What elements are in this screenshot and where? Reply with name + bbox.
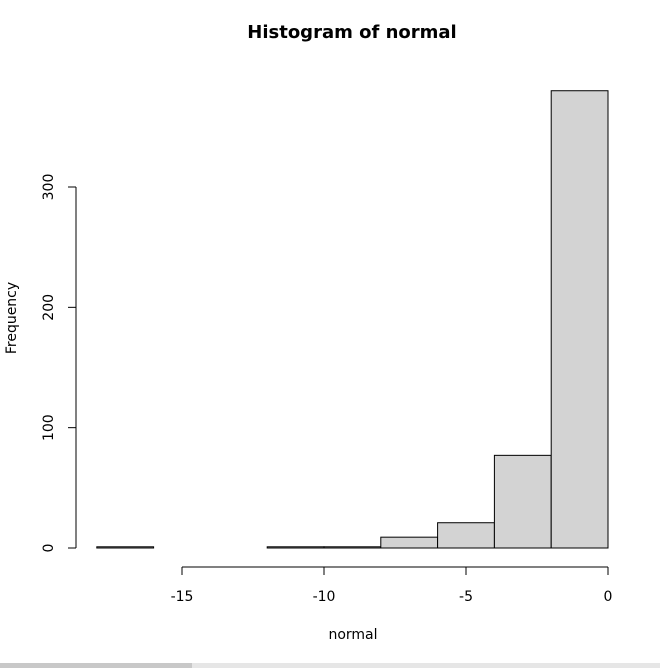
- x-tick-label: -15: [171, 589, 194, 605]
- y-tick-label: 100: [41, 414, 57, 441]
- histogram-bar: [323, 546, 382, 549]
- x-tick-label: -10: [313, 589, 336, 605]
- x-axis-label: normal: [328, 627, 377, 643]
- y-tick-label: 300: [41, 174, 57, 201]
- y-axis-label: Frequency: [4, 282, 20, 354]
- histogram-bar: [380, 536, 439, 549]
- bars-group: [96, 90, 609, 549]
- x-tick-label: -5: [459, 589, 473, 605]
- histogram-bar: [266, 546, 325, 549]
- y-tick-label: 200: [41, 294, 57, 321]
- horizontal-scrollbar[interactable]: [0, 663, 660, 668]
- x-tick-label: 0: [604, 589, 613, 605]
- chart-title: Histogram of normal: [247, 22, 456, 43]
- histogram-bar: [550, 90, 609, 549]
- y-axis: 0 100 200 300: [41, 174, 77, 553]
- x-axis: -15 -10 -5 0: [171, 566, 613, 605]
- y-tick-label: 0: [41, 544, 57, 553]
- scrollbar-thumb[interactable]: [0, 663, 192, 668]
- histogram-bar: [96, 546, 155, 549]
- histogram-bar: [437, 522, 495, 549]
- histogram-bar: [493, 454, 552, 549]
